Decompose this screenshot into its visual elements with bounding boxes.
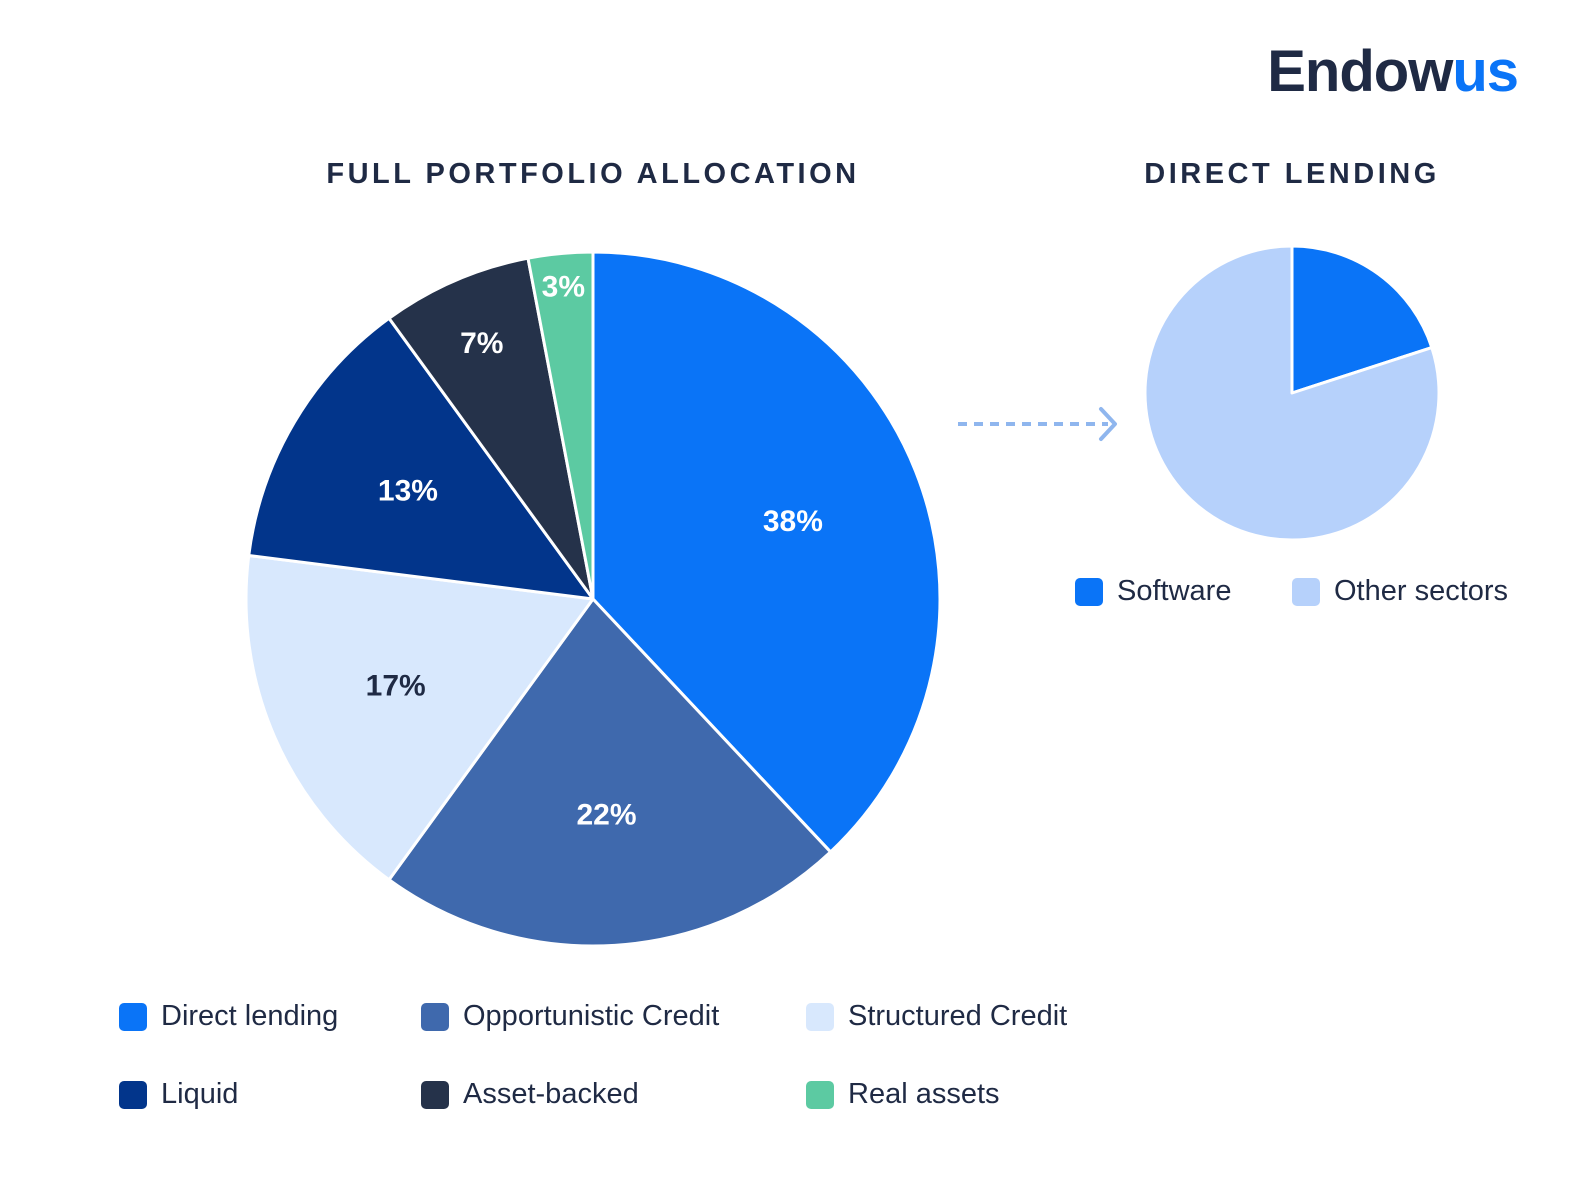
dotted-arrow	[958, 407, 1117, 441]
pie-slice-asset-backed	[387, 256, 595, 601]
logo-main-text: Endow	[1267, 39, 1453, 104]
legend-item-structured-credit: Structured Credit	[806, 1000, 1067, 1033]
legend-swatch-direct-lending	[119, 1002, 147, 1031]
legend-swatch-software	[1075, 577, 1103, 606]
legend-item-software: Software	[1075, 575, 1231, 608]
legend-item-real-assets: Real assets	[806, 1078, 1000, 1111]
legend-label-liquid: Liquid	[161, 1078, 239, 1110]
pie-slice-structured-credit	[244, 554, 595, 882]
main-pie-labels: 38% 22% 17% 13% 7% 3%	[366, 270, 823, 831]
legend-label-direct-lending: Direct lending	[161, 1000, 339, 1032]
legend-item-other-sectors: Other sectors	[1292, 575, 1508, 608]
sub-pie	[1143, 244, 1441, 542]
pie-slice-opportunistic-credit	[387, 597, 833, 948]
legend-item-liquid: Liquid	[119, 1078, 238, 1111]
full-portfolio-title: FULL PORTFOLIO ALLOCATION	[326, 158, 860, 190]
legend-swatch-other-sectors	[1292, 577, 1320, 606]
pie-slice-software	[1290, 244, 1434, 395]
legend-swatch-structured-credit	[806, 1002, 834, 1031]
logo-accent-text: us	[1452, 39, 1519, 104]
legend-label-real-assets: Real assets	[848, 1078, 1000, 1110]
slice-label-asset-backed: 7%	[460, 327, 503, 360]
slice-label-structured-credit: 17%	[366, 669, 426, 702]
legend-label-structured-credit: Structured Credit	[848, 1000, 1068, 1032]
legend-label-opportunistic-credit: Opportunistic Credit	[463, 1000, 720, 1032]
legend-item-direct-lending: Direct lending	[119, 1000, 338, 1033]
legend-label-other-sectors: Other sectors	[1334, 575, 1509, 607]
pie-slice-real-assets	[526, 250, 595, 601]
slice-label-opportunistic-credit: 22%	[576, 799, 636, 832]
legend-swatch-liquid	[119, 1080, 147, 1109]
slice-label-real-assets: 3%	[542, 270, 585, 303]
pie-slice-other-sectors	[1143, 244, 1441, 542]
pie-slice-liquid	[247, 316, 595, 601]
arrow-head	[1099, 407, 1117, 441]
main-pie	[244, 250, 942, 948]
pie-slice-direct-lending	[591, 250, 942, 854]
legend-item-opportunistic-credit: Opportunistic Credit	[421, 1000, 719, 1033]
legend-label-software: Software	[1117, 575, 1232, 607]
slice-label-direct-lending: 38%	[763, 505, 823, 538]
direct-lending-title: DIRECT LENDING	[1144, 158, 1440, 190]
slice-label-liquid: 13%	[378, 475, 438, 508]
legend-swatch-asset-backed	[421, 1080, 449, 1109]
legend-swatch-opportunistic-credit	[421, 1002, 449, 1031]
legend-item-asset-backed: Asset-backed	[421, 1078, 639, 1111]
legend-swatch-real-assets	[806, 1080, 834, 1109]
legend-label-asset-backed: Asset-backed	[463, 1078, 639, 1110]
endowus-logo: Endowus	[1267, 38, 1519, 105]
